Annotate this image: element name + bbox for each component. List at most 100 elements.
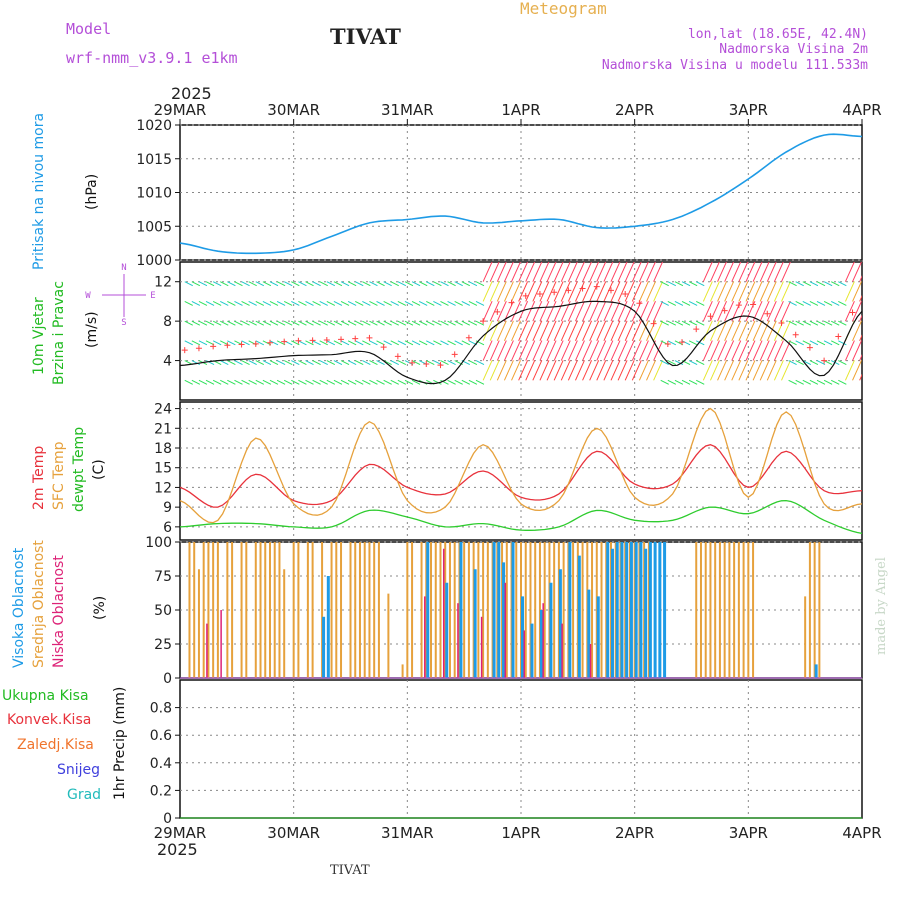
wind-barb (525, 281, 536, 302)
wind-barb (539, 360, 550, 381)
wind-barb (738, 300, 749, 322)
wind-gust-marker (792, 331, 799, 338)
temp-unit: (C) (91, 459, 107, 480)
cloud-ylabel-mid: Srednja Oblacnost (31, 540, 47, 668)
wind-barb (269, 340, 279, 346)
wind-barb (759, 262, 770, 282)
wind-barb (418, 340, 428, 346)
wind-barb (390, 281, 399, 287)
wind-barb (305, 360, 314, 366)
wind-barb (496, 320, 507, 342)
wind-barb (525, 300, 536, 322)
precip-legend-freezing: Zaledj.Kisa (17, 737, 94, 753)
wind-barb (788, 340, 797, 346)
wind-barb (468, 300, 478, 306)
wind-barb (433, 340, 442, 346)
wind-ylabel-1: 10m Vjetar (31, 297, 47, 375)
wind-barb (838, 300, 847, 306)
wind-barb (624, 300, 635, 322)
temp-ylabel-3: dewpt Temp (71, 427, 87, 512)
wind-barb (638, 281, 649, 302)
wind-barb (255, 320, 265, 326)
wind-barb (468, 281, 478, 287)
wind-barb (191, 379, 201, 385)
wind-barb (184, 320, 193, 326)
wind-barb (795, 300, 804, 306)
wind-barb (248, 300, 257, 306)
wind-barb (326, 360, 336, 366)
wind-barb (844, 262, 855, 282)
wind-gust-marker (835, 333, 842, 340)
wind-barb (369, 340, 378, 346)
wind-barb (461, 281, 471, 287)
wind-barb (525, 320, 536, 342)
wind-barb (688, 300, 698, 306)
wind-gust-marker (494, 308, 501, 315)
wind-barb (724, 340, 735, 361)
watermark: made by Angel (874, 557, 889, 655)
temp-ylabel-2: SFC Temp (51, 441, 67, 510)
wind-barb (283, 281, 293, 287)
wind-speed-line (179, 300, 863, 385)
wind-barb (617, 281, 628, 302)
wind-barb (404, 340, 414, 346)
wind-barb (709, 300, 720, 322)
wind-gust-marker (195, 345, 202, 352)
wind-barb (447, 300, 456, 306)
wind-barb (766, 360, 777, 381)
wind-barb (617, 262, 628, 282)
wind-barb (418, 281, 428, 287)
wind-barb (589, 360, 600, 381)
wind-barb (369, 360, 378, 366)
year-bottom: 2025 (157, 840, 198, 859)
wind-barb (553, 320, 564, 342)
wind-barb (248, 320, 257, 326)
wind-barb (319, 300, 328, 306)
wind-barb (816, 360, 826, 366)
wind-barb (546, 320, 557, 342)
wind-barb (227, 360, 236, 366)
wind-barb (823, 300, 833, 306)
wind-barb (802, 320, 812, 326)
wind-barb (255, 300, 265, 306)
wind-barb (184, 300, 193, 306)
y-tick-3-2: 50 (154, 603, 172, 619)
wind-barb (788, 360, 797, 366)
wind-barb (667, 300, 677, 306)
wind-barb (205, 320, 215, 326)
wind-barb (383, 281, 392, 287)
wind-barb (312, 360, 321, 366)
wind-barb (496, 281, 507, 302)
wind-barb (567, 281, 578, 302)
pressure-unit: (hPa) (84, 174, 100, 210)
wind-barb (298, 360, 307, 366)
panel-frame-4 (179, 679, 863, 819)
wind-barb (525, 340, 536, 361)
wind-barb (546, 360, 557, 381)
wind-barb (724, 281, 735, 302)
wind-barb (411, 320, 421, 326)
wind-barb (646, 300, 656, 322)
wind-barb (859, 354, 862, 361)
wind-barb (411, 281, 421, 287)
wind-barb (404, 379, 414, 385)
wind-barb (681, 320, 691, 326)
wind-barb (475, 360, 485, 366)
wind-barb (411, 360, 421, 366)
wind-gust-marker (650, 320, 657, 327)
wind-barb (234, 379, 243, 385)
wind-barb (738, 262, 749, 282)
wind-barb (709, 262, 720, 282)
wind-barb (312, 300, 321, 306)
wind-barb (610, 262, 621, 282)
wind-barb (511, 360, 521, 381)
wind-barb (489, 300, 500, 322)
wind-barb (212, 300, 222, 306)
wind-barb (603, 281, 614, 302)
wind-barb (546, 262, 557, 282)
wind-barb (269, 281, 279, 287)
wind-barb (567, 300, 578, 322)
wind-gust-marker (451, 351, 458, 358)
wind-barb (440, 320, 449, 326)
